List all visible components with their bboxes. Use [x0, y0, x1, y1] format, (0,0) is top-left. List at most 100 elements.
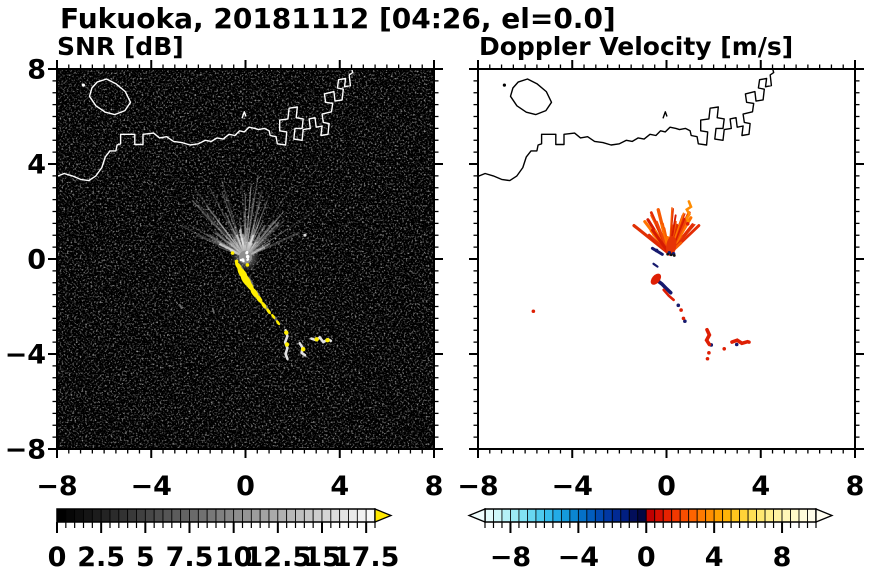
colorbar-segment: [688, 508, 698, 523]
y-tick-label: −4: [5, 340, 46, 371]
colorbar-segment: [189, 508, 199, 523]
coastline-islet: [502, 83, 506, 87]
doppler-red-dot: [531, 309, 536, 314]
center-yellow-dot: [245, 263, 250, 267]
x-tick-label: −4: [552, 471, 593, 502]
doppler-red-patch: [650, 273, 662, 285]
doppler-navy-dot: [683, 319, 687, 324]
colorbar-segment: [705, 508, 715, 523]
colorbar-segment: [100, 508, 111, 523]
colorbar-segment: [224, 508, 235, 523]
y-tick-label: −8: [5, 435, 46, 466]
doppler-red-dot: [681, 316, 686, 321]
y-tick-label: 4: [27, 150, 46, 181]
snr-echo-streak: [235, 261, 281, 326]
colorbar-segment: [348, 508, 358, 523]
snr-panel-title: SNR [dB]: [57, 32, 184, 61]
colorbar-segment: [268, 508, 279, 523]
colorbar-segment: [118, 508, 129, 523]
colorbar-segment: [144, 508, 155, 523]
colorbar-segment: [679, 508, 690, 523]
doppler-navy-dot: [734, 342, 739, 347]
colorbar-segment: [637, 508, 647, 523]
colorbar-tick-label: 0: [48, 542, 67, 570]
y-tick-label: 0: [27, 245, 46, 276]
colorbar-segment: [747, 508, 757, 523]
center-bright-dot: [245, 254, 250, 259]
colorbar-over-arrow: [374, 508, 393, 523]
doppler-red-dot: [679, 308, 683, 312]
colorbar-segment: [127, 508, 137, 523]
x-tick-label: 0: [236, 471, 255, 502]
colorbar-segment: [56, 508, 67, 523]
snr-panel-plot: [57, 69, 434, 449]
snr-blob-yellow-dot: [284, 330, 289, 335]
colorbar-segment: [662, 508, 673, 523]
colorbar-segment: [330, 508, 341, 523]
doppler-navy-dot: [654, 248, 659, 253]
colorbar-tick-label: 10: [215, 542, 253, 570]
colorbar-segment: [807, 508, 817, 523]
colorbar-segment: [339, 508, 349, 523]
x-tick-label: −4: [131, 471, 172, 502]
colorbar-segment: [109, 508, 120, 523]
colorbar-segment: [321, 508, 332, 523]
doppler-panel-axes: [469, 60, 864, 458]
colorbar-segment: [206, 508, 217, 523]
colorbar-segment: [594, 508, 605, 523]
colorbar-segment: [713, 508, 724, 523]
colorbar-segment: [577, 508, 588, 523]
colorbar-segment: [250, 508, 261, 523]
colorbar-segment: [197, 508, 208, 523]
colorbar-tick-label: 2.5: [77, 542, 125, 570]
colorbar-segment: [544, 508, 554, 523]
colorbar-segment: [501, 508, 511, 523]
snr-blob-yellow-dot: [284, 342, 290, 347]
doppler-navy-dot: [676, 303, 681, 308]
colorbar-tick-label: 15: [303, 542, 341, 570]
colorbar-segment: [518, 508, 528, 523]
coastline-islet: [81, 83, 85, 87]
doppler-orange-squiggle: [685, 200, 693, 223]
colorbar-segment: [312, 508, 323, 523]
coastline: [57, 69, 354, 182]
colorbar-segment: [162, 508, 173, 523]
colorbar-tick-label: 7.5: [166, 542, 214, 570]
colorbar-segment: [259, 508, 270, 523]
x-tick-label: 4: [330, 471, 349, 502]
colorbar-segment: [620, 508, 630, 523]
coastline-mainland: [57, 69, 354, 182]
colorbar-segment: [365, 508, 376, 523]
colorbar-segment: [356, 508, 367, 523]
snr-blob-yellow-dot: [314, 337, 319, 342]
colorbar-segment: [484, 508, 494, 523]
colorbar-segment: [603, 508, 613, 523]
colorbar-segment: [286, 508, 296, 523]
doppler-black-dot: [672, 254, 676, 257]
colorbar-segment: [242, 508, 252, 523]
colorbar-segment: [790, 508, 800, 523]
snr-gray-mark: [211, 307, 215, 314]
colorbar-segment: [295, 508, 305, 523]
doppler-navy-segment: [652, 262, 659, 268]
colorbar-segment: [654, 508, 664, 523]
center-bright-dot: [242, 259, 245, 263]
colorbar-segment: [233, 508, 243, 523]
colorbar-tick-label: 5: [136, 542, 155, 570]
squiggle-tip-dot: [685, 222, 690, 226]
colorbar-under-arrow: [467, 508, 486, 523]
doppler-red-dot: [747, 340, 751, 344]
colorbar-segment: [671, 508, 681, 523]
colorbar-segment: [730, 508, 741, 523]
coastline-island: [88, 78, 132, 116]
doppler-panel-title: Doppler Velocity [m/s]: [479, 32, 794, 61]
doppler-red-squiggle: [704, 327, 712, 347]
coastline-island: [509, 78, 553, 116]
colorbar-segment: [535, 508, 545, 523]
colorbar-segment: [696, 508, 707, 523]
coastline-flag-islet: [241, 111, 247, 119]
center-yellow-dot: [230, 251, 235, 255]
colorbar-segment: [277, 508, 288, 523]
colorbar-segment: [773, 508, 783, 523]
